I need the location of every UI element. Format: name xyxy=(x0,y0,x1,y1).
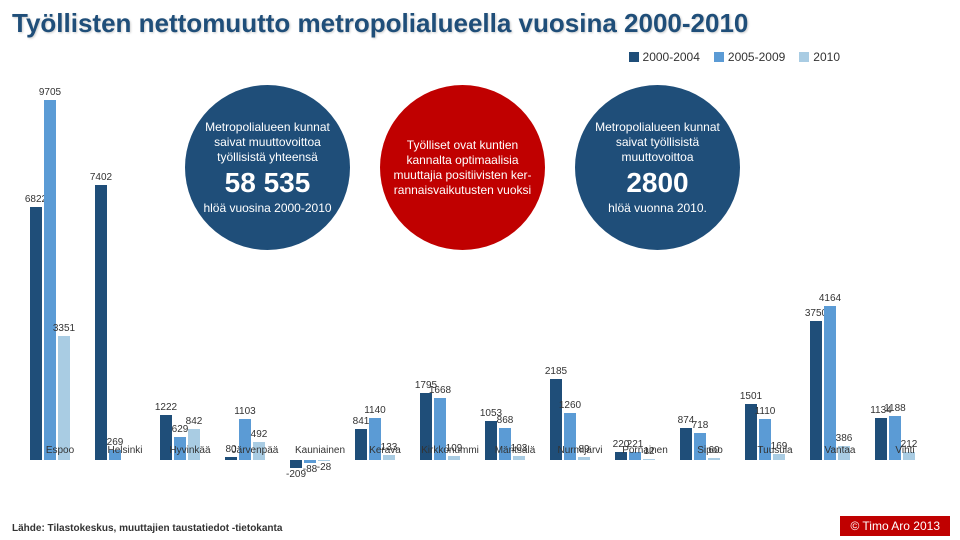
legend-label-1: 2005-2009 xyxy=(728,50,785,64)
bars-wrap: 682297053351 xyxy=(30,100,90,460)
bar-value-label: 7402 xyxy=(86,172,116,183)
city-label: Espoo xyxy=(30,445,90,456)
bar xyxy=(643,459,655,460)
bubble-big-number: 2800 xyxy=(626,167,688,199)
info-bubble-2: Metropolialueen kunnat saivat työllisist… xyxy=(575,85,740,250)
chart-legend: 2000-2004 2005-2009 2010 xyxy=(629,50,840,64)
city-group-12: 37504164386Vantaa xyxy=(810,100,870,460)
bar-value-label: 868 xyxy=(490,415,520,426)
bars-wrap: 11341188212 xyxy=(875,100,935,460)
city-label: Kerava xyxy=(355,445,415,456)
city-label: Vantaa xyxy=(810,445,870,456)
bar-value-label: -28 xyxy=(309,462,339,473)
city-label: Mäntsälä xyxy=(485,445,545,456)
bar xyxy=(44,100,56,460)
page-title: Työllisten nettomuutto metropolialueella… xyxy=(0,0,960,39)
city-label: Vihti xyxy=(875,445,935,456)
city-group-13: 11341188212Vihti xyxy=(875,100,935,460)
info-bubble-0: Metropolialueen kunnat saivat muuttovoit… xyxy=(185,85,350,250)
bar xyxy=(810,321,822,460)
bar-value-label: 386 xyxy=(829,433,859,444)
city-group-1: 7402269Helsinki xyxy=(95,100,155,460)
bar-value-label: 4164 xyxy=(815,293,845,304)
bars-wrap: 37504164386 xyxy=(810,100,870,460)
bar-value-label: 718 xyxy=(685,420,715,431)
bar xyxy=(448,456,460,460)
legend-swatch-0 xyxy=(629,52,639,62)
city-label: Pornainen xyxy=(615,445,675,456)
city-label: Kauniainen xyxy=(290,445,350,456)
bar-value-label: 1103 xyxy=(230,406,260,417)
bar xyxy=(578,457,590,460)
info-bubble-1: Työlliset ovat kuntien kannalta optimaal… xyxy=(380,85,545,250)
bar-value-label: 9705 xyxy=(35,87,65,98)
legend-swatch-2 xyxy=(799,52,809,62)
bar-value-label: 492 xyxy=(244,429,274,440)
bubble-text-bottom: hlöä vuonna 2010. xyxy=(598,201,717,216)
bar-value-label: 1188 xyxy=(880,403,910,414)
footer-source: Lähde: Tilastokeskus, muuttajien taustat… xyxy=(12,523,282,534)
legend-label-2: 2010 xyxy=(813,50,840,64)
bubble-text-top: Työlliset ovat kuntien kannalta optimaal… xyxy=(380,138,545,198)
bar-value-label: 1110 xyxy=(750,406,780,417)
city-label: Hyvinkää xyxy=(160,445,220,456)
bar-value-label: 1260 xyxy=(555,400,585,411)
bar xyxy=(318,460,330,461)
city-group-0: 682297053351Espoo xyxy=(30,100,90,460)
bubble-text-top: Metropolialueen kunnat saivat muuttovoit… xyxy=(185,120,350,165)
city-group-11: 15011110169Tuusula xyxy=(745,100,805,460)
city-label: Helsinki xyxy=(95,445,155,456)
bubble-text-top: Metropolialueen kunnat saivat työllisist… xyxy=(575,120,740,165)
bar-value-label: 1222 xyxy=(151,402,181,413)
bar-value-label: 3351 xyxy=(49,323,79,334)
bar-value-label: 842 xyxy=(179,416,209,427)
city-label: Nurmijärvi xyxy=(550,445,610,456)
legend-swatch-1 xyxy=(714,52,724,62)
bar xyxy=(708,458,720,460)
bubble-text-bottom: hlöä vuosina 2000-2010 xyxy=(193,201,341,216)
footer-credit: © Timo Aro 2013 xyxy=(840,516,950,536)
bar-value-label: 1501 xyxy=(736,391,766,402)
bar xyxy=(58,336,70,460)
city-label: Sipoo xyxy=(680,445,740,456)
bar-value-label: 2185 xyxy=(541,366,571,377)
bar xyxy=(225,457,237,460)
bar-chart: Metropolialueen kunnat saivat muuttovoit… xyxy=(30,80,940,480)
city-label: Kirkkonummi xyxy=(420,445,480,456)
bars-wrap: 7402269 xyxy=(95,100,155,460)
legend-item-2: 2010 xyxy=(799,50,840,64)
bar-value-label: 1140 xyxy=(360,405,390,416)
city-label: Järvenpää xyxy=(225,445,285,456)
bubble-big-number: 58 535 xyxy=(225,167,311,199)
bar xyxy=(513,456,525,460)
bar xyxy=(30,207,42,460)
legend-item-1: 2005-2009 xyxy=(714,50,785,64)
bar-value-label: 1668 xyxy=(425,385,455,396)
legend-label-0: 2000-2004 xyxy=(643,50,700,64)
legend-item-0: 2000-2004 xyxy=(629,50,700,64)
bar xyxy=(95,185,107,460)
city-label: Tuusula xyxy=(745,445,805,456)
bars-wrap: 15011110169 xyxy=(745,100,805,460)
